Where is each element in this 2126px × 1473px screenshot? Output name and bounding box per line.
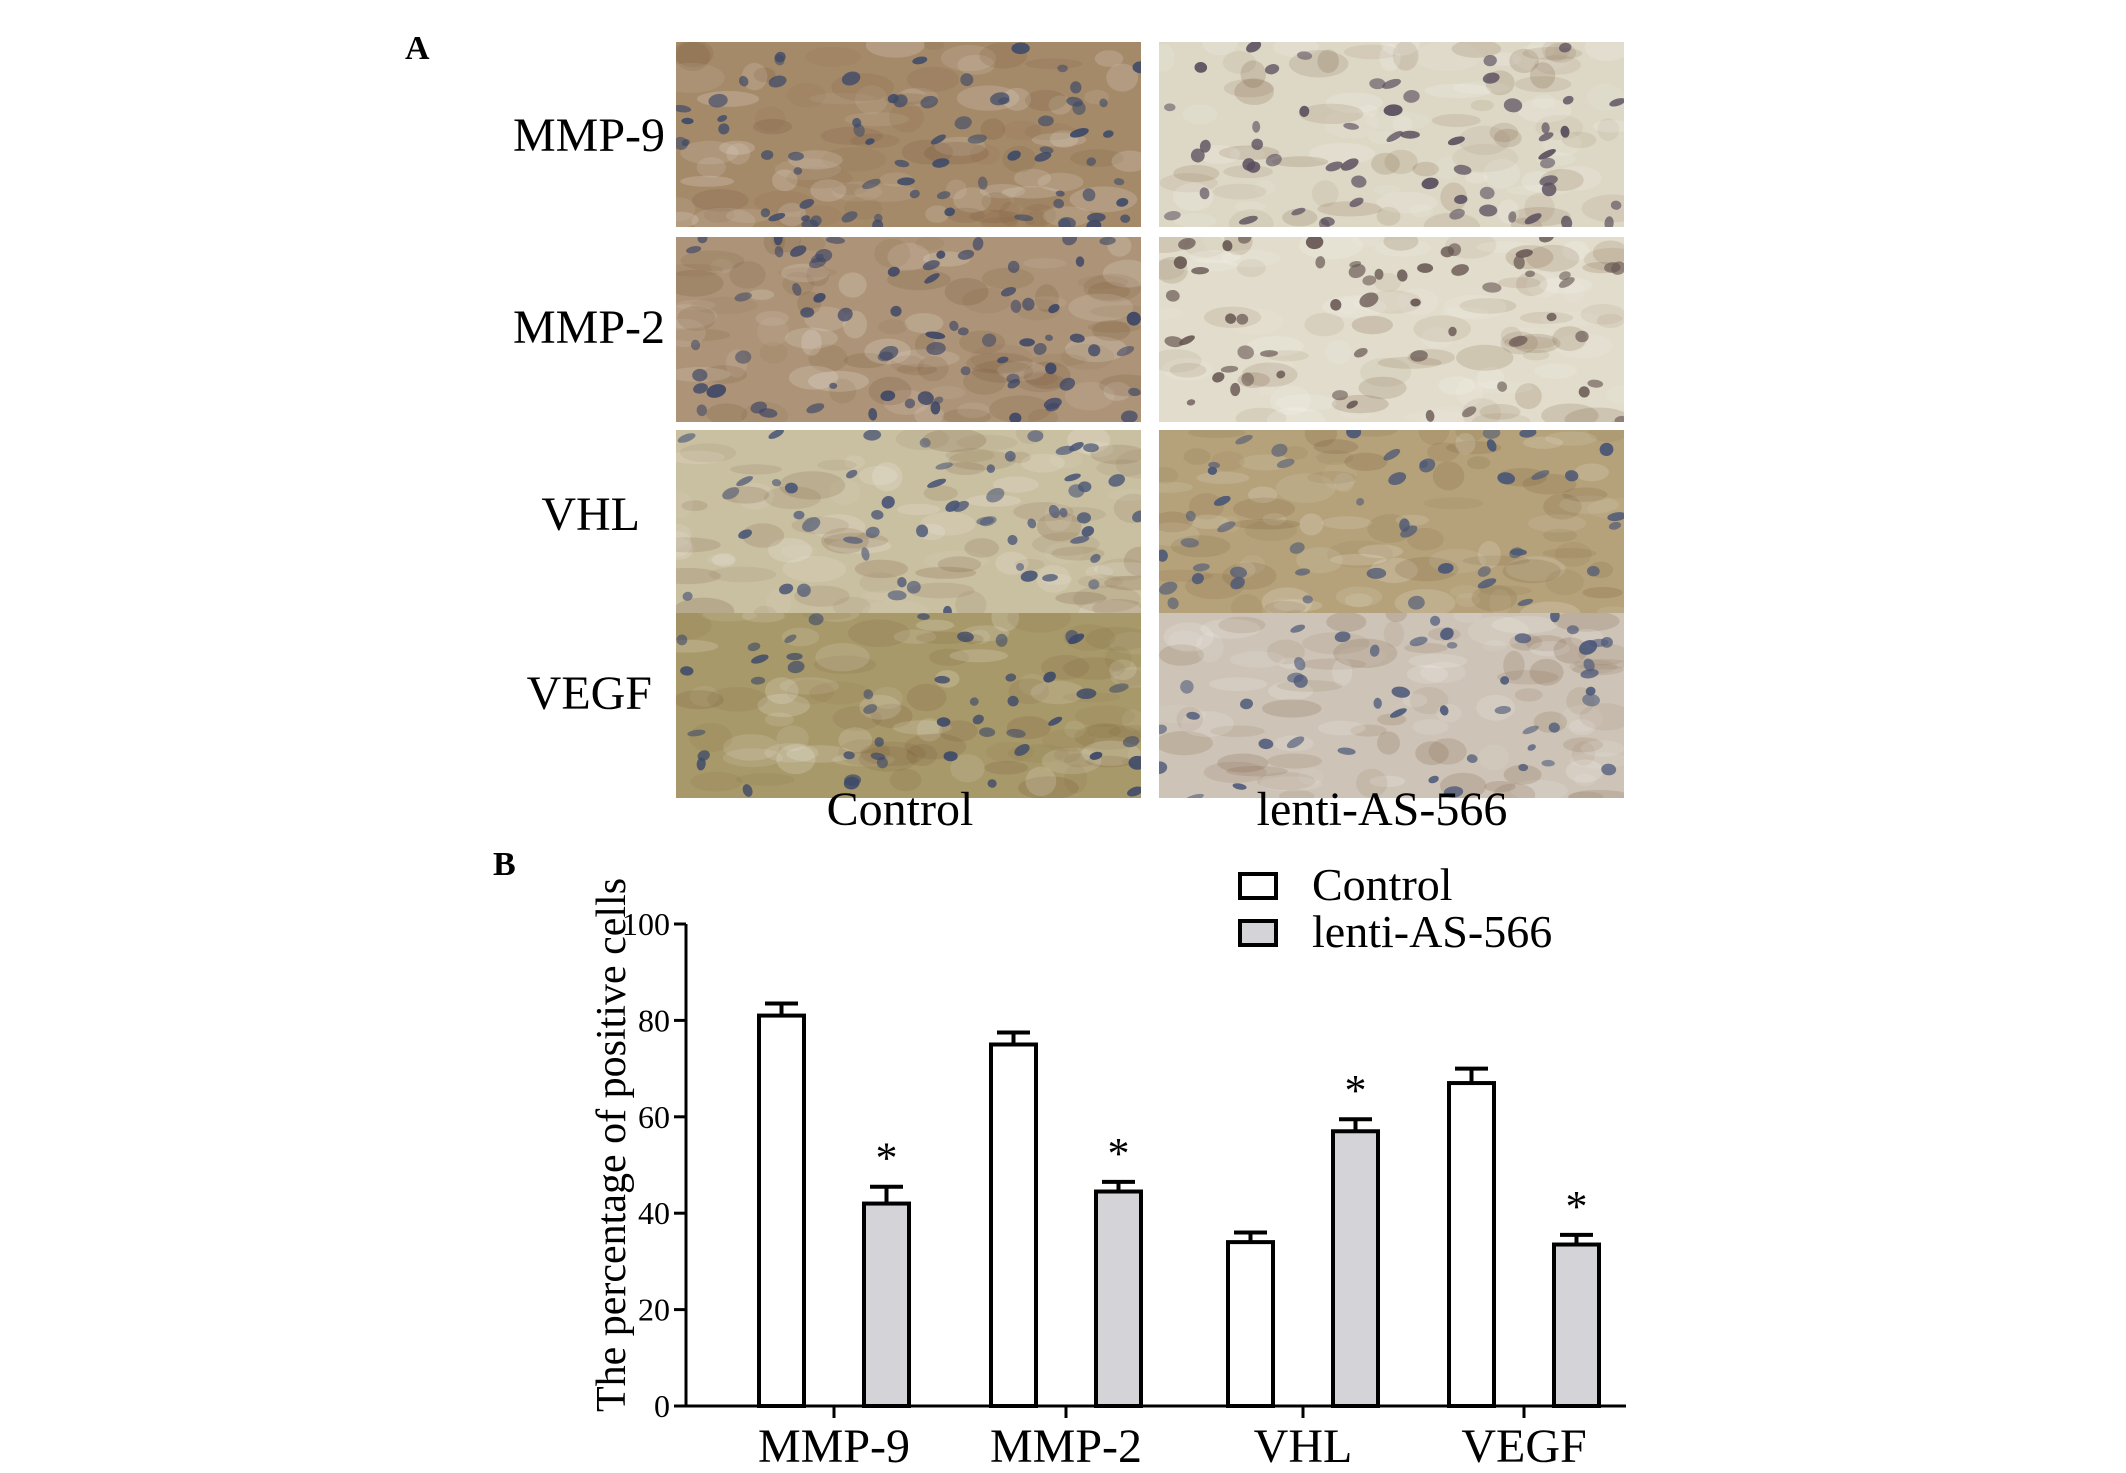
y-tick-label: 0 xyxy=(654,1388,670,1424)
legend-swatch xyxy=(1238,919,1278,947)
micrograph-vegf-control xyxy=(676,613,1141,798)
micrograph-vhl-lenti xyxy=(1159,430,1624,615)
y-tick-label: 80 xyxy=(638,1002,670,1038)
bar-mmp-9-lenti xyxy=(862,1201,911,1409)
x-tick-label: MMP-9 xyxy=(758,1420,910,1473)
legend-label: lenti-AS-566 xyxy=(1312,906,1552,957)
significance-marker: * xyxy=(876,1134,898,1183)
x-tick-label: VHL xyxy=(1254,1420,1353,1473)
y-tick-label: 100 xyxy=(622,906,670,942)
significance-marker: * xyxy=(1345,1066,1367,1115)
micrograph-mmp9-lenti xyxy=(1159,42,1624,227)
bar-mmp-2-lenti xyxy=(1094,1189,1143,1409)
legend-swatch xyxy=(1238,872,1278,900)
x-tick-label: VEGF xyxy=(1461,1420,1586,1473)
y-tick-label: 60 xyxy=(638,1099,670,1135)
row-label-vhl: VHL xyxy=(541,488,640,541)
micrograph-mmp9-control xyxy=(676,42,1141,227)
y-tick-label: 20 xyxy=(638,1292,670,1328)
chart-bars: * * * * xyxy=(757,1001,1601,1409)
x-tick-label: MMP-2 xyxy=(990,1420,1142,1473)
bar-vegf-lenti xyxy=(1552,1242,1601,1409)
significance-marker: * xyxy=(1566,1182,1588,1231)
column-label-lenti: lenti-AS-566 xyxy=(1256,783,1508,836)
bar-mmp-2-control xyxy=(989,1042,1038,1408)
y-axis-title: The percentage of positive cells xyxy=(589,878,635,1412)
bar-vhl-lenti xyxy=(1331,1129,1380,1408)
micrograph-mmp2-lenti xyxy=(1159,237,1624,422)
y-tick-label: 40 xyxy=(638,1195,670,1231)
row-label-vegf: VEGF xyxy=(526,667,652,720)
micrograph-mmp2-control xyxy=(676,237,1141,422)
panel-a-letter: A xyxy=(405,30,430,67)
bar-vegf-control xyxy=(1447,1081,1496,1409)
row-label-mmp9: MMP-9 xyxy=(512,109,665,162)
panel-b-letter: B xyxy=(493,846,516,883)
column-label-control: Control xyxy=(826,783,974,836)
legend-label: Control xyxy=(1312,859,1453,910)
micrograph-vhl-control xyxy=(676,430,1141,615)
significance-marker: * xyxy=(1108,1129,1130,1178)
micrograph-vegf-lenti xyxy=(1159,613,1624,798)
bar-vhl-control xyxy=(1226,1240,1275,1408)
bar-mmp-9-control xyxy=(757,1013,806,1409)
row-label-mmp2: MMP-2 xyxy=(512,301,665,354)
